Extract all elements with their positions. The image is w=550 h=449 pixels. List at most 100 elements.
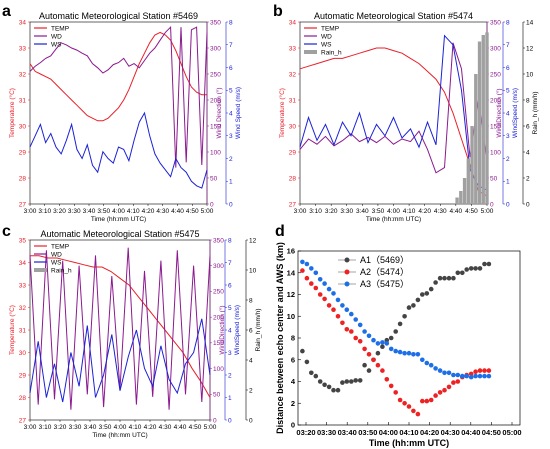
scatter-point-a1 <box>380 344 385 350</box>
right-tick-label: 0 <box>210 201 214 208</box>
series-line-temp <box>299 47 488 197</box>
scatter-point-a1 <box>344 379 350 384</box>
y-axis-label: Temperature (°C) <box>278 88 286 138</box>
right-tick-label: 50 <box>490 175 498 182</box>
right-tick-label: 350 <box>210 19 221 26</box>
right-tick-label: 350 <box>213 237 224 244</box>
right-tick-label: 1 <box>229 179 233 186</box>
right-axis-label: Wind Speed (m/s) <box>235 87 242 139</box>
x-tick-label: 4:40 <box>450 208 463 215</box>
scatter-point-a1 <box>428 286 434 292</box>
x-tick-label: 3:50 <box>99 424 112 431</box>
scatter-point-a1 <box>433 280 438 285</box>
right-tick-label: 4 <box>228 327 232 334</box>
scatter-point-a1 <box>455 270 461 276</box>
right-tick-label: 14 <box>526 19 534 26</box>
x-tick-label: 4:40 <box>174 424 187 431</box>
x-tick-label: 4:00 <box>112 208 125 215</box>
scatter-point-a1 <box>477 266 483 271</box>
right-tick-label: 250 <box>490 71 501 78</box>
right-tick-label: 4 <box>229 110 233 117</box>
scatter-point-a3 <box>309 266 314 271</box>
scatter-point-a1 <box>482 261 487 267</box>
legend-label: A3（5475） <box>360 279 409 289</box>
scatter-point-a3 <box>460 373 465 379</box>
rain-bar <box>485 32 489 205</box>
right-tick-label: 100 <box>210 149 221 156</box>
scatter-point-a1 <box>468 266 474 271</box>
scatter-point-a2 <box>313 285 319 291</box>
panel-c: c Automatic Meteorological Station #5475 3… <box>2 223 262 439</box>
scatter-point-a3 <box>482 373 487 379</box>
legend-label: WD <box>51 252 62 259</box>
right-tick-label: 8 <box>526 97 530 104</box>
x-tick-label: 4:30 <box>156 208 169 215</box>
scatter-point-a1 <box>486 261 492 267</box>
scatter-point-a1 <box>322 382 327 388</box>
y-tick-label: 10 <box>287 312 295 321</box>
scatter-point-a2 <box>380 368 385 373</box>
scatter-point-a3 <box>384 341 390 346</box>
scatter-point-a2 <box>442 387 447 393</box>
scatter-point-a1 <box>402 314 407 319</box>
right-tick-label: 0 <box>229 201 233 208</box>
x-tick-label: 3:00 <box>294 208 307 215</box>
legend-label: WD <box>51 34 62 41</box>
scatter-point-a2 <box>366 352 372 357</box>
scatter-point-a3 <box>349 311 354 317</box>
scatter-point-a2 <box>388 383 394 389</box>
y-axis-label: Temperature (°C) <box>8 88 16 138</box>
legend-swatch <box>34 268 47 272</box>
right-axis-label: WindDirection (°) <box>495 88 503 137</box>
right-tick-label: 0 <box>506 201 510 208</box>
x-tick-label: 4:30 <box>159 424 172 431</box>
scatter-point-a2 <box>331 307 336 313</box>
scatter-point-a1 <box>353 378 359 383</box>
scatter-point-a2 <box>304 275 310 281</box>
scatter-point-a2 <box>473 369 478 375</box>
scatter-point-a2 <box>335 314 341 319</box>
y-tick-label: 8 <box>291 334 295 343</box>
plot-frame <box>297 250 521 426</box>
x-tick-label: 4:50 <box>189 424 202 431</box>
right-tick-label: 200 <box>490 97 501 104</box>
scatter-point-a1 <box>331 387 336 393</box>
right-tick-label: 250 <box>213 289 224 296</box>
rain-bar <box>462 178 467 204</box>
right-tick-label: 350 <box>490 19 501 26</box>
scatter-point-a2 <box>349 329 354 334</box>
right-tick-label: 5 <box>228 305 232 312</box>
y-tick-label: 29 <box>289 149 297 156</box>
y-tick-label: 34 <box>289 19 297 26</box>
scatter-point-a1 <box>375 350 381 356</box>
right-tick-label: 2 <box>229 156 233 163</box>
scatter-point-a2 <box>317 292 323 297</box>
x-axis-label: Time (hh:mm UTC) <box>366 216 421 223</box>
y-tick-label: 28 <box>19 175 27 182</box>
scatter-point-a3 <box>313 270 319 276</box>
scatter-point-a2 <box>420 398 425 404</box>
rain-bar <box>481 35 485 204</box>
scatter-point-a1 <box>326 384 332 390</box>
right-tick-label: 1 <box>228 395 232 402</box>
scatter-point-a1 <box>357 378 363 383</box>
scatter-point-a2 <box>451 380 456 385</box>
scatter-point-a3 <box>437 368 443 373</box>
scatter-point-a1 <box>362 362 367 368</box>
y-tick-label: 31 <box>289 97 297 104</box>
scatter-point-a1 <box>313 373 319 379</box>
panel-d: d 03:20 03:30 03:40 03:50 04:00 04:10 04:20 04:3… <box>275 223 522 448</box>
x-tick-label: 3:10 <box>309 208 322 215</box>
right-tick-label: 2 <box>249 387 253 394</box>
series-line-temp <box>29 31 207 122</box>
x-tick-label: 4:10 <box>403 208 416 215</box>
scatter-point-a3 <box>468 374 474 380</box>
scatter-point-a2 <box>446 384 452 390</box>
scatter-point-a2 <box>340 320 345 326</box>
scatter-point-a1 <box>304 359 310 365</box>
x-tick-label: 04:40 <box>461 428 480 437</box>
scatter-point-a2 <box>433 393 438 398</box>
x-axis-label: Time (hh:mm UTC) <box>92 432 147 439</box>
y-tick-label: 6 <box>291 355 295 364</box>
